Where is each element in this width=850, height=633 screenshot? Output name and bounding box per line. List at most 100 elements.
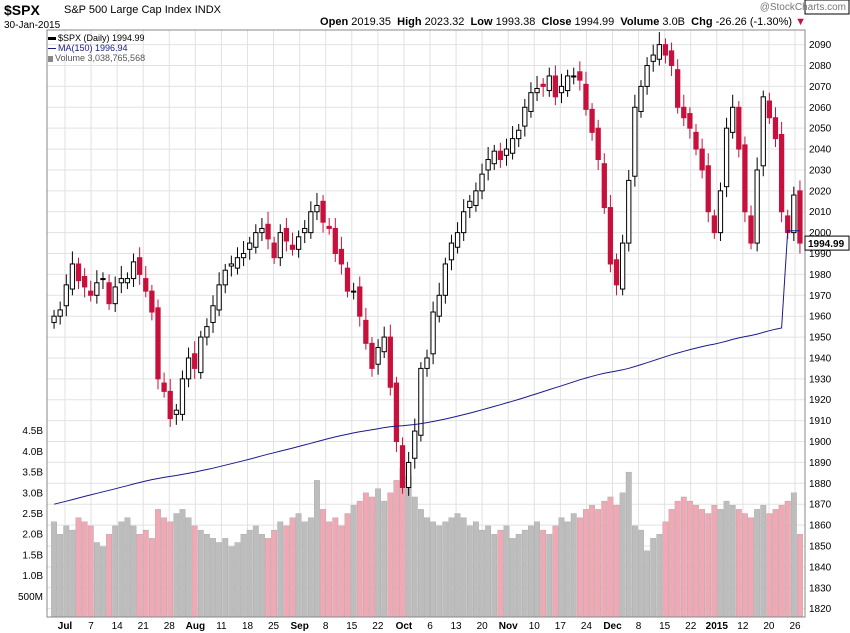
volume-bar [497,529,504,618]
volume-bar [51,521,57,618]
volume-bar [748,517,754,618]
volume-bar [656,534,663,618]
volume-bar [515,534,522,618]
price-tick-label: 2060 [809,103,832,114]
candle-body [650,54,656,62]
volume-bar [790,492,797,618]
candle-body [332,227,338,255]
volume-bar [148,538,155,618]
volume-bar [717,509,724,618]
date-tick-label: Aug [186,621,205,632]
candle-body [430,311,436,355]
candle-body [106,282,112,305]
volume-bar [638,529,644,618]
candle-body [693,131,699,150]
candle-body [179,378,186,415]
candle-body [57,309,63,317]
candle-body [94,282,100,296]
legend-price-swatch [48,37,56,41]
legend-ma: MA(150) 1996.94 [48,43,128,53]
volume-bar [271,529,278,618]
candle-body [259,227,265,234]
candle-body [509,138,516,154]
volume-bar [619,492,626,618]
date-tick-label: 7 [88,621,94,632]
candle-body [253,232,259,248]
date-tick-label: 18 [242,621,254,632]
volume-bar [534,521,540,618]
volume-bar [259,534,265,618]
candle-body [167,390,173,420]
date-tick-label: 2015 [706,621,729,632]
volume-bar [75,517,82,618]
volume-bar [87,525,94,618]
volume-tick-label: 1.5B [22,550,43,561]
volume-bar [100,546,106,618]
last-volume-tag: 3038765 [807,0,846,3]
volume-tick-label: 3.5B [22,468,43,479]
candle-body [583,83,589,110]
volume-bar [210,538,216,618]
last-price-tag-box [804,235,850,251]
volume-bar [338,525,345,618]
close-value: 1994.99 [574,16,615,28]
candle-body [69,263,76,290]
volume-bar [381,500,388,618]
volume-bar [442,521,449,618]
candle-body [51,315,57,323]
price-tick-label: 1850 [809,541,832,552]
candle-body [613,259,620,286]
volume-bar [277,521,284,618]
candle-body [717,190,724,234]
volume-bar [142,529,149,618]
volume-bar [576,517,583,618]
volume-bar [723,500,730,618]
volume-bar [436,525,443,618]
volume-bar [179,509,186,618]
volume-bar [686,500,693,618]
candle-body [491,150,497,165]
exchange: INDX [194,4,221,16]
volume-bar [320,509,326,618]
candle-body [308,211,314,234]
candle-body [137,257,143,275]
candle-body [375,347,381,365]
candle-body [63,284,69,307]
volume-bar [797,534,803,618]
date-tick-label: 8 [323,621,329,632]
candle-body [149,290,155,313]
date-tick-label: 17 [555,621,567,632]
volume-bar [204,534,210,618]
volume-bar [216,542,223,618]
volume-bar [234,542,241,618]
candle-body [681,106,687,119]
volume-bar [118,521,125,618]
candle-body [479,173,485,192]
date-tick-label: 26 [789,621,801,632]
candle-body [161,382,167,392]
date-tick-label: 11 [216,621,227,632]
legend-volume-swatch [48,55,53,62]
price-tick-label: 1940 [809,353,832,364]
date-tick-label: Jul [58,621,73,632]
volume-bar [344,513,351,618]
candle-body [143,278,149,292]
volume-bar [405,476,412,618]
candle-body [785,215,791,234]
volume-bar [601,500,608,618]
candle-body [601,163,607,209]
volume-bar [63,525,70,618]
date-tick-label: 25 [268,621,280,632]
volume-bar [369,496,375,618]
volume-bar [570,513,577,618]
volume-bar [350,505,357,618]
date-tick-label: 20 [477,621,489,632]
candle-body [754,169,760,244]
candle-body [736,106,742,150]
volume-bar [375,488,381,618]
volume-bar [650,538,657,618]
volume-bar [362,492,369,618]
price-axis: 1820 1830 1840 1850 1860 1870 1880 1890 1900 1910… [809,40,832,615]
volume-tick-label: 4.0B [22,447,43,458]
volume-bar [631,525,638,618]
